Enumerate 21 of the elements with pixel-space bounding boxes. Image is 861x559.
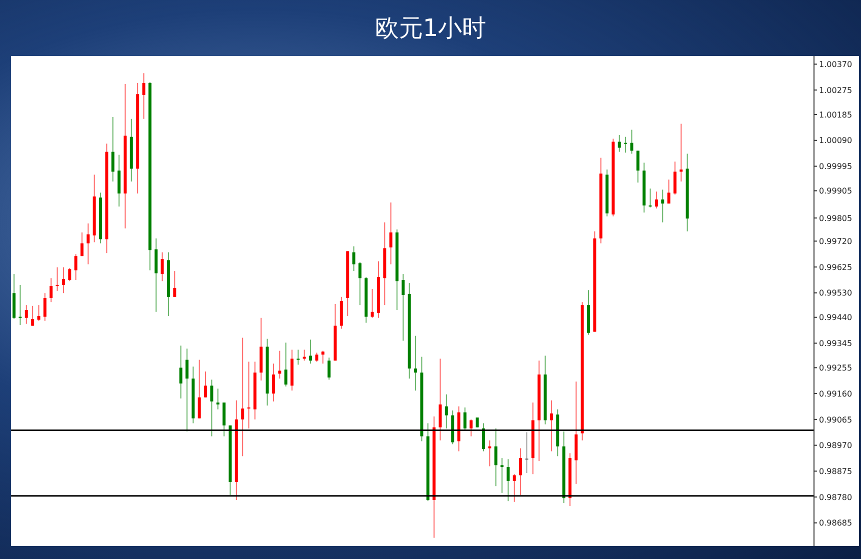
y-tick-label: 0.99905	[819, 186, 852, 196]
y-tick-label: 1.00275	[819, 86, 852, 95]
y-tick-label: 1.00185	[819, 110, 852, 120]
y-tick-label: 0.99625	[819, 262, 852, 272]
y-tick-label: 0.99160	[819, 389, 852, 398]
y-tick-label: 0.99720	[819, 236, 852, 246]
chart-title: 欧元1小时	[374, 13, 488, 44]
candlestick	[476, 417, 479, 428]
y-tick-label: 0.98970	[819, 441, 852, 450]
y-tick-label: 0.99255	[819, 364, 852, 373]
y-tick-label: 1.00370	[819, 60, 852, 70]
y-tick-label: 0.99440	[819, 313, 852, 322]
y-tick-label: 0.98685	[819, 518, 852, 528]
y-tick-label: 1.00090	[819, 136, 852, 146]
y-tick-label: 0.99530	[819, 288, 852, 298]
y-tick-label: 0.99345	[819, 339, 852, 348]
y-tick-label: 0.99805	[819, 214, 852, 223]
y-tick-label: 0.98780	[819, 492, 852, 502]
y-tick-label: 0.99065	[819, 415, 852, 424]
y-tick-label: 0.99995	[819, 162, 852, 172]
y-tick-label: 0.98875	[819, 466, 852, 476]
